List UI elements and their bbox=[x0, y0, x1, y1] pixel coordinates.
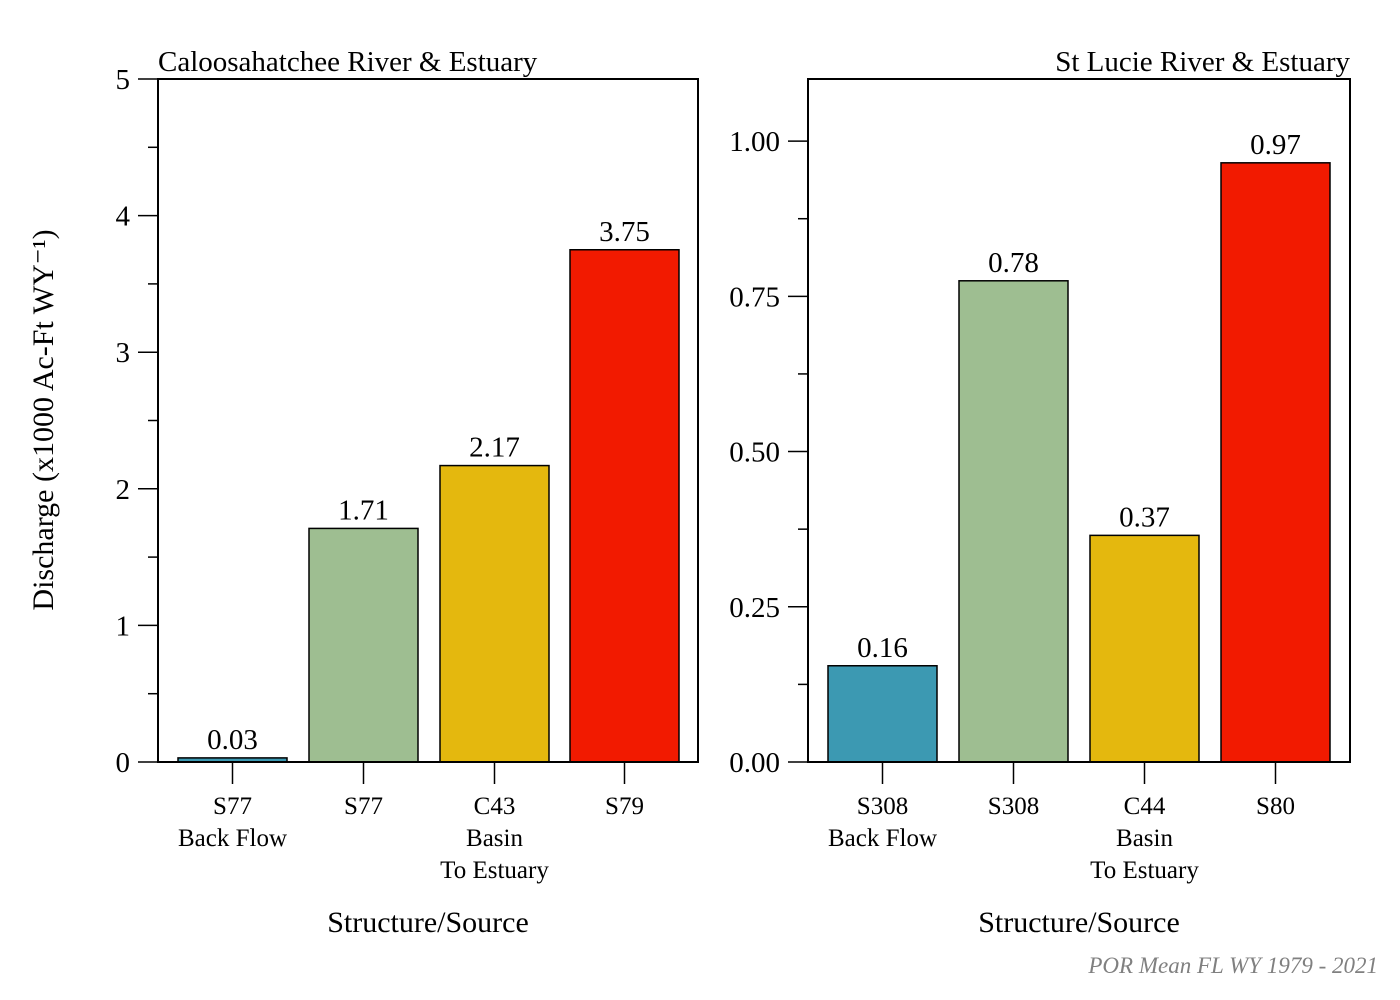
y-tick-label: 2 bbox=[116, 474, 131, 506]
bar-0 bbox=[827, 665, 938, 763]
bar-3 bbox=[569, 249, 680, 763]
bar-3 bbox=[1220, 162, 1331, 763]
x-category-label: To Estuary bbox=[440, 857, 549, 884]
y-tick-label: 0.50 bbox=[729, 437, 780, 469]
y-tick-label: 0.75 bbox=[729, 281, 780, 313]
panel-caloosahatchee: Caloosahatchee River & Estuary 0.03 S77 Bac… bbox=[116, 46, 699, 939]
x-category-label: Back Flow bbox=[828, 825, 937, 852]
x-category-label: C43 bbox=[474, 793, 516, 820]
bar-value-label-2: 2.17 bbox=[469, 432, 520, 464]
bar-value-label-0: 0.16 bbox=[857, 632, 908, 664]
x-axis-label: Structure/Source bbox=[978, 906, 1180, 939]
y-tick-label: 1.00 bbox=[729, 126, 780, 158]
bar-2 bbox=[439, 464, 550, 763]
bar-value-label-3: 0.97 bbox=[1250, 129, 1301, 161]
bar-value-label-2: 0.37 bbox=[1119, 501, 1170, 533]
x-category-label: Basin bbox=[466, 825, 523, 852]
x-category-label: S77 bbox=[344, 793, 383, 820]
panel-title: Caloosahatchee River & Estuary bbox=[158, 46, 538, 78]
bar-2 bbox=[1089, 534, 1200, 763]
x-category-label: To Estuary bbox=[1090, 857, 1199, 884]
plot-frame bbox=[807, 78, 1351, 763]
y-tick-label: 3 bbox=[116, 337, 131, 369]
y-tick-label: 5 bbox=[116, 64, 131, 96]
y-tick-label: 0 bbox=[116, 747, 131, 779]
panel-st-lucie: St Lucie River & Estuary 0.16 S308 Back Flo… bbox=[729, 46, 1351, 939]
bar-1 bbox=[958, 280, 1069, 763]
y-tick-label: 0.00 bbox=[729, 747, 780, 779]
y-axis-label: Discharge (x1000 Ac-Ft WY⁻¹) bbox=[27, 229, 60, 610]
x-category-label: S308 bbox=[988, 793, 1039, 820]
bar-value-label-3: 3.75 bbox=[599, 216, 650, 248]
x-category-label: S79 bbox=[605, 793, 644, 820]
x-category-label: Back Flow bbox=[178, 825, 287, 852]
bar-value-label-0: 0.03 bbox=[207, 724, 258, 756]
bar-value-label-1: 0.78 bbox=[988, 247, 1039, 279]
y-tick-label: 1 bbox=[116, 610, 131, 642]
bar-value-label-1: 1.71 bbox=[338, 494, 389, 526]
x-axis-label: Structure/Source bbox=[327, 906, 529, 939]
x-category-label: S80 bbox=[1256, 793, 1295, 820]
x-category-label: Basin bbox=[1116, 825, 1173, 852]
footnote: POR Mean FL WY 1979 - 2021 bbox=[1087, 953, 1378, 978]
x-category-label: C44 bbox=[1124, 793, 1166, 820]
bar-1 bbox=[308, 527, 419, 763]
x-category-label: S77 bbox=[213, 793, 252, 820]
x-category-label: S308 bbox=[857, 793, 908, 820]
y-tick-label: 0.25 bbox=[729, 592, 780, 624]
panel-title: St Lucie River & Estuary bbox=[1055, 46, 1350, 78]
y-tick-label: 4 bbox=[116, 201, 131, 233]
